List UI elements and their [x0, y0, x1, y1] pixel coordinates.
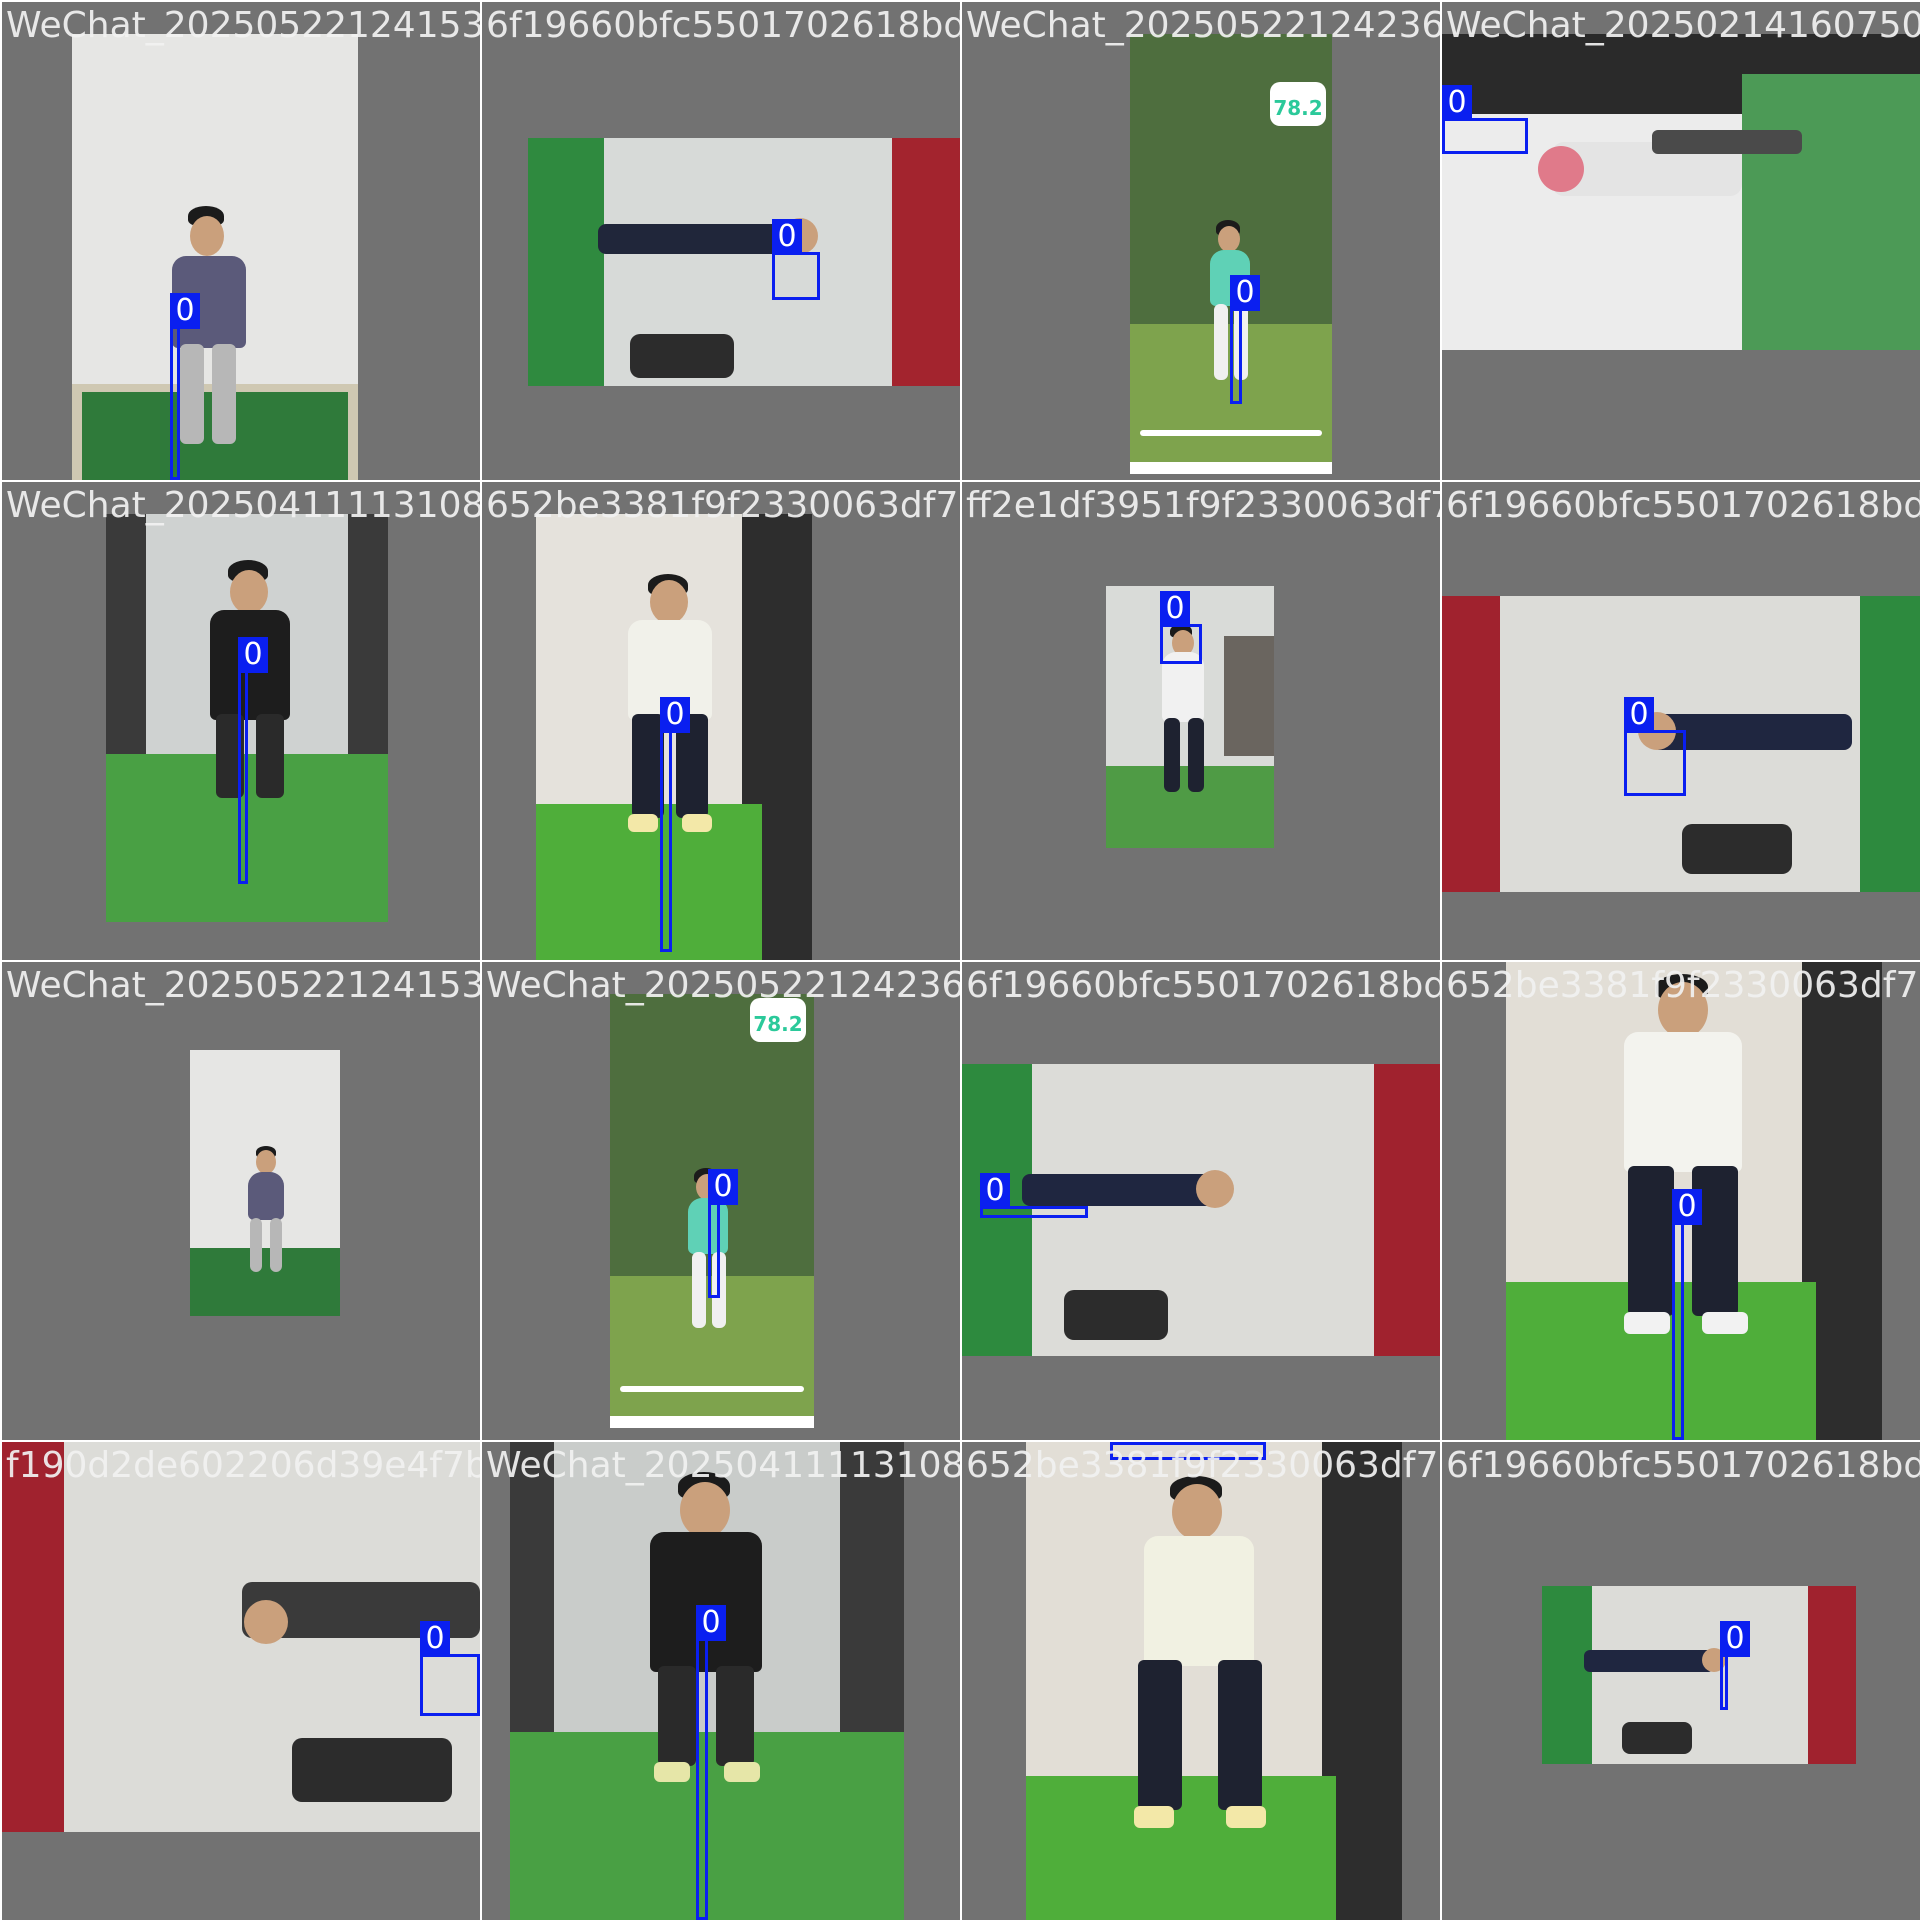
tile-caption: WeChat_20250522124153_0060.jpg [6, 966, 480, 1006]
photo [1442, 596, 1920, 892]
detection-box: 0 [238, 637, 268, 884]
detection-label: 0 [1110, 1442, 1140, 1445]
tile-12: 652be3381f9f2330063df7608 0 [1442, 962, 1920, 1440]
photo: 78.2 [610, 994, 814, 1428]
photo [536, 514, 812, 960]
detection-box: 0 [696, 1605, 726, 1920]
detection-label: 0 [696, 1605, 726, 1641]
tile-caption: 6f19660bfc5501702618bd69 [1446, 1446, 1920, 1486]
score-badge: 78.2 [1270, 82, 1326, 126]
detection-box: 0 [980, 1173, 1088, 1218]
detection-box: 0 [708, 1169, 738, 1298]
tile-1: WeChat_20250522124153_0059.jpg 0 [2, 2, 480, 480]
photo [72, 34, 358, 480]
tile-caption: 6f19660bfc5501702618bd69 [966, 966, 1440, 1006]
tile-5: WeChat_20250411113108_0200.jpg 0 [2, 482, 480, 960]
photo [1442, 34, 1920, 350]
detection-label: 0 [1672, 1189, 1702, 1225]
detection-box: 0 [170, 293, 200, 480]
photo [528, 138, 960, 386]
tile-9: WeChat_20250522124153_0060.jpg [2, 962, 480, 1440]
tile-caption: 6f19660bfc5501702618bd69 [1446, 486, 1920, 526]
photo [1026, 1442, 1402, 1920]
score-badge: 78.2 [750, 998, 806, 1042]
detection-box: 0 [1110, 1442, 1266, 1460]
score-value: 78.2 [1273, 96, 1323, 120]
score-value: 78.2 [753, 1012, 803, 1036]
tile-8: 6f19660bfc5501702618bd69 0 [1442, 482, 1920, 960]
tile-16: 6f19660bfc5501702618bd69 0 [1442, 1442, 1920, 1920]
tile-2: 6f19660bfc5501702618bd69.jpg 0 [482, 2, 960, 480]
detection-box: 0 [660, 697, 690, 952]
detection-box: 0 [1624, 697, 1686, 796]
photo [190, 1050, 340, 1316]
tile-6: 652be3381f9f2330063df76085 0 [482, 482, 960, 960]
detection-box: 0 [1442, 85, 1528, 154]
tile-10: WeChat_20250522124236_0003.jpg 78.2 0 [482, 962, 960, 1440]
photo [962, 1064, 1440, 1356]
tile-caption: ff2e1df3951f9f2330063df7608 [966, 486, 1440, 526]
detection-label: 0 [1230, 275, 1260, 311]
detection-box: 0 [1720, 1621, 1750, 1710]
detection-box: 0 [420, 1621, 480, 1716]
tile-15: 652be3381f9f2330063df76085 0 [962, 1442, 1440, 1920]
tile-3: WeChat_20250522124236_0001.jpg 78.2 0 [962, 2, 1440, 480]
tile-14: WeChat_20250411113108_0200.jpg 0 [482, 1442, 960, 1920]
detection-label: 0 [1160, 591, 1190, 627]
detection-box: 0 [772, 219, 820, 300]
tile-4: WeChat_20250214160750_ 0 [1442, 2, 1920, 480]
detection-box: 0 [1160, 591, 1202, 664]
photo [1106, 586, 1274, 848]
photo [2, 1442, 480, 1832]
photo [1542, 1586, 1856, 1764]
tile-7: ff2e1df3951f9f2330063df7608 0 [962, 482, 1440, 960]
detection-label: 0 [660, 697, 690, 733]
detection-label: 0 [420, 1621, 450, 1657]
detection-box: 0 [1672, 1189, 1702, 1440]
tile-13: f190d2de602206d39e4f7bca 0 [2, 1442, 480, 1920]
detection-label: 0 [1720, 1621, 1750, 1657]
detection-label: 0 [772, 219, 802, 255]
detection-label: 0 [170, 293, 200, 329]
tile-11: 6f19660bfc5501702618bd69 0 [962, 962, 1440, 1440]
photo: 78.2 [1130, 34, 1332, 474]
detection-label: 0 [238, 637, 268, 673]
detection-label: 0 [1624, 697, 1654, 733]
detection-label: 0 [708, 1169, 738, 1205]
tile-caption: 6f19660bfc5501702618bd69.jpg [486, 6, 960, 46]
detection-box: 0 [1230, 275, 1260, 404]
detection-label: 0 [1442, 85, 1472, 121]
detection-label: 0 [980, 1173, 1010, 1209]
